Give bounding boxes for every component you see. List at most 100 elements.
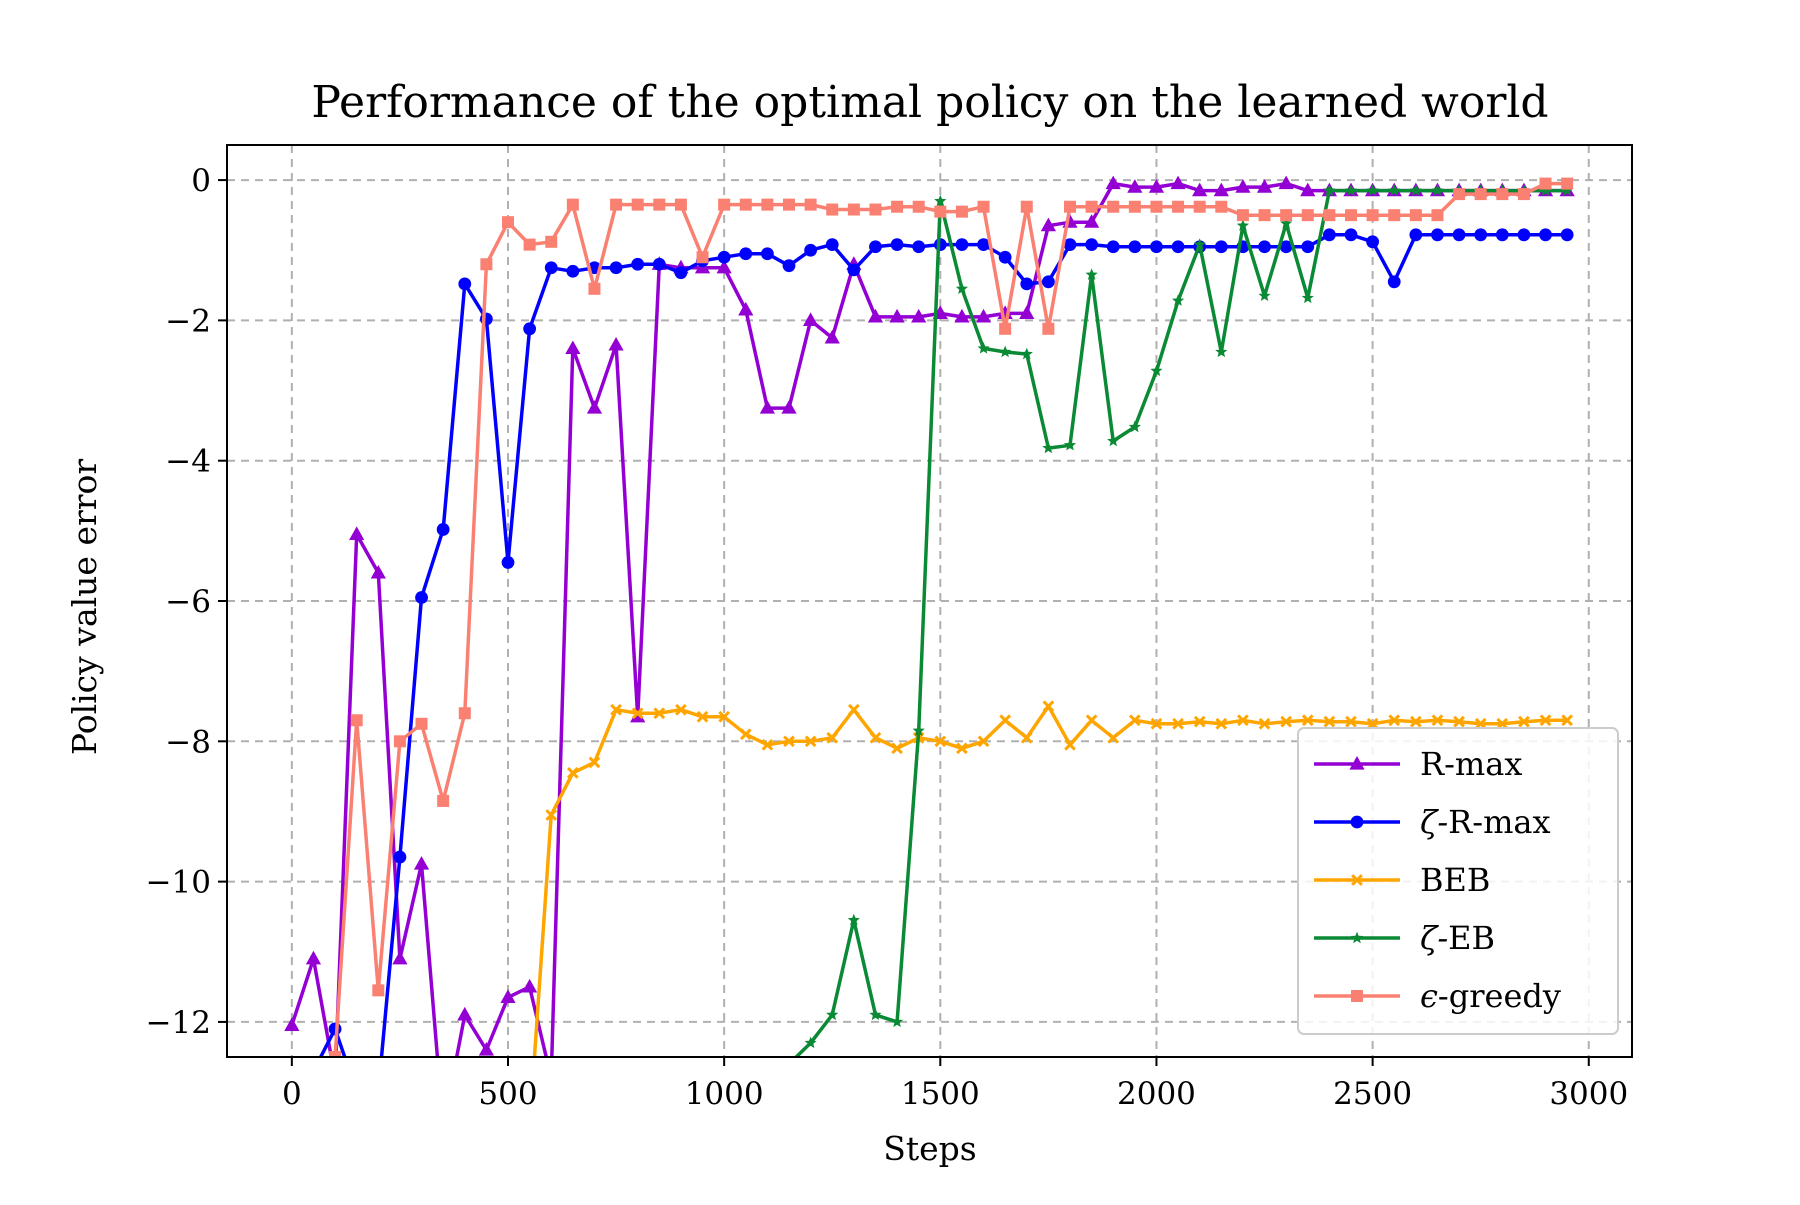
data-point (1280, 217, 1293, 229)
data-point (1193, 238, 1206, 250)
legend-label: ζ-EB (1420, 919, 1495, 957)
legend-marker (1351, 990, 1363, 1002)
data-point (1128, 240, 1142, 254)
data-point (781, 400, 797, 414)
data-point (1192, 182, 1208, 197)
data-point (977, 342, 990, 354)
data-point (675, 703, 687, 716)
data-point (1213, 182, 1229, 197)
data-point (1409, 209, 1422, 222)
legend-marker (1349, 756, 1365, 770)
y-axis-label: Policy value error (65, 459, 104, 756)
data-point (1105, 175, 1121, 190)
x-tick-label: 500 (478, 1076, 537, 1112)
y-tick-label: −2 (165, 303, 211, 339)
data-point (847, 913, 860, 926)
data-point (1344, 228, 1358, 242)
data-point (438, 1122, 448, 1132)
data-point (891, 742, 903, 755)
data-point (847, 263, 861, 277)
data-point (1539, 714, 1552, 727)
data-point (1539, 177, 1552, 190)
data-point (847, 203, 860, 216)
data-point (1128, 714, 1141, 727)
data-point (482, 1122, 492, 1132)
data-point (674, 266, 688, 280)
data-point (372, 1058, 384, 1070)
data-point (1172, 294, 1185, 306)
data-point (867, 308, 884, 323)
x-tick-label: 1500 (901, 1076, 980, 1112)
data-point (458, 707, 471, 720)
data-point (824, 329, 840, 344)
data-point (1064, 200, 1076, 213)
data-point (804, 735, 817, 748)
data-point (759, 400, 775, 414)
data-point (372, 984, 385, 997)
legend-label-name: EB (1448, 919, 1495, 957)
legend-label: R-max (1420, 745, 1522, 783)
data-point (609, 261, 623, 275)
data-point (1561, 714, 1574, 727)
data-point (1561, 177, 1574, 190)
data-point (1020, 347, 1033, 360)
data-point (1495, 228, 1509, 242)
data-point (674, 198, 687, 211)
data-point (934, 735, 947, 748)
data-point (1431, 184, 1444, 196)
data-point (1300, 182, 1316, 197)
data-point (437, 794, 450, 807)
data-point (1453, 188, 1466, 201)
data-point (1193, 715, 1206, 728)
x-tick-label: 1000 (685, 1076, 764, 1112)
data-point (1042, 700, 1055, 713)
data-point (500, 989, 516, 1003)
data-point (912, 240, 926, 254)
data-point (437, 1058, 449, 1070)
legend-item: R-max (1314, 745, 1522, 783)
data-point (478, 1041, 494, 1056)
data-point (522, 978, 538, 993)
y-tick-label: −4 (165, 444, 211, 480)
legend-marker (1350, 815, 1364, 829)
data-point (1236, 209, 1249, 222)
data-point (890, 238, 904, 252)
data-point (998, 250, 1012, 264)
data-point (826, 731, 839, 744)
data-point (417, 1122, 427, 1132)
x-axis-label: Steps (883, 1129, 976, 1168)
data-point (545, 1058, 557, 1070)
data-point (999, 322, 1012, 335)
data-point (457, 1006, 473, 1021)
data-point (1020, 731, 1033, 744)
data-point (1366, 209, 1379, 222)
data-point (891, 200, 904, 213)
data-point (544, 1070, 559, 1084)
legend-marker (1351, 874, 1363, 886)
legend-label-name: -greedy (1438, 977, 1561, 1015)
data-point (395, 1122, 405, 1132)
legend-label: ϵ-greedy (1420, 977, 1561, 1015)
data-point (416, 1058, 428, 1070)
data-point (717, 250, 731, 264)
legend-label: BEB (1420, 861, 1490, 899)
x-tick-label: 2000 (1117, 1076, 1196, 1112)
data-point (955, 205, 968, 218)
data-point (826, 203, 839, 216)
data-point (1258, 289, 1271, 301)
data-point (544, 261, 558, 275)
data-point (1042, 322, 1055, 335)
data-point (869, 731, 882, 744)
data-point (480, 1058, 492, 1070)
data-point (523, 238, 536, 251)
data-point (1301, 209, 1314, 222)
data-point (523, 322, 537, 336)
data-point (1085, 200, 1098, 213)
data-point (566, 264, 580, 278)
data-point (566, 767, 579, 779)
data-point (458, 277, 472, 291)
data-point (955, 238, 969, 252)
data-point (372, 1086, 385, 1099)
data-point (1258, 717, 1271, 730)
data-point (1301, 714, 1314, 727)
